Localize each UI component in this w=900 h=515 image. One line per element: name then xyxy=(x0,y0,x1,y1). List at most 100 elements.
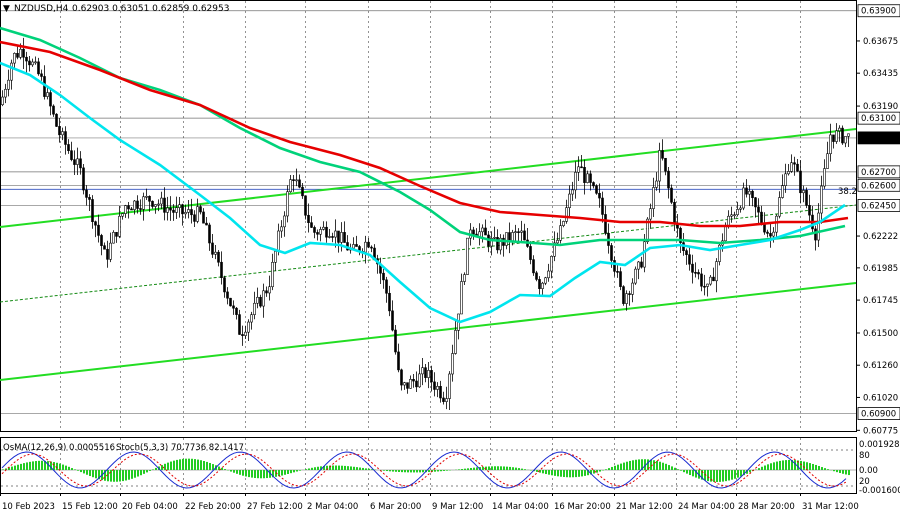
osma-bar xyxy=(692,470,694,477)
candle-body xyxy=(556,240,559,244)
osma-bar xyxy=(737,470,739,478)
candle-body xyxy=(229,297,232,307)
stoch-label: Stoch(5,3,3) 70.7736 82.1417 xyxy=(116,443,244,453)
price-axis: 0.63675 0.63435 0.63190 0.62222 0.61985 0.617… xyxy=(856,4,900,436)
osma-bar xyxy=(419,470,421,473)
indicator-scale-label: 0.0019286 xyxy=(859,440,900,450)
osma-bar xyxy=(560,470,562,477)
osma-bar xyxy=(401,470,403,473)
price-level-label: 0.62600 xyxy=(861,181,896,191)
candle-body xyxy=(805,190,808,206)
candle-body xyxy=(619,271,622,287)
candle-body xyxy=(493,237,496,239)
candle-body xyxy=(616,271,619,273)
candle-body xyxy=(787,171,790,175)
candle-body xyxy=(832,134,835,142)
osma-bar xyxy=(197,459,199,470)
candle-body xyxy=(262,290,265,307)
indicator-frame xyxy=(0,437,857,494)
osma-bar xyxy=(335,465,337,470)
osma-bar xyxy=(623,462,625,470)
symbol-label: NZDUSD,H4 xyxy=(14,4,69,14)
candle-body xyxy=(577,166,580,173)
osma-bar xyxy=(683,470,685,473)
osma-bar xyxy=(788,459,790,470)
candle-body xyxy=(385,279,388,294)
osma-bar xyxy=(722,470,724,482)
osma-bar xyxy=(797,460,799,470)
candle-body xyxy=(496,237,499,251)
candle-body xyxy=(529,246,532,260)
candle-body xyxy=(802,190,805,194)
osma-bar xyxy=(209,462,211,470)
candle-body xyxy=(250,314,253,323)
candle-body xyxy=(88,197,91,200)
osma-bar xyxy=(446,470,448,471)
candle-body xyxy=(670,187,673,203)
stoch-level-label: 80 xyxy=(859,451,870,461)
candle-body xyxy=(118,215,121,237)
osma-bar xyxy=(14,465,16,470)
candle-body xyxy=(691,263,694,273)
osma-bar xyxy=(725,470,727,482)
osma-bar xyxy=(212,464,214,470)
candle-body xyxy=(799,170,802,194)
candle-body xyxy=(112,232,115,244)
osma-bar xyxy=(164,463,166,470)
osma-bar xyxy=(701,470,703,480)
candle-body xyxy=(622,286,625,304)
osma-bar xyxy=(554,470,556,476)
ema-mid-line xyxy=(0,26,846,247)
candle-body xyxy=(541,282,544,289)
price-level-box xyxy=(857,407,900,420)
osma-bar xyxy=(359,467,361,470)
candle-body xyxy=(313,227,316,233)
osma-bar xyxy=(833,470,835,472)
price-tick-label: 0.63435 xyxy=(863,69,898,79)
candle-body xyxy=(652,187,655,209)
time-tick-label: 28 Mar 20:00 xyxy=(738,502,795,512)
candle-body xyxy=(751,190,754,199)
price-level-box xyxy=(857,178,900,192)
candle-body xyxy=(289,179,292,193)
osma-bar xyxy=(647,459,649,470)
osma-bar xyxy=(734,470,736,479)
candle-body xyxy=(418,373,421,388)
osma-bar xyxy=(713,470,715,482)
candle-body xyxy=(91,199,94,222)
osma-bar xyxy=(179,459,181,470)
candle-body xyxy=(538,279,541,289)
candle-body xyxy=(61,131,64,136)
candle-body xyxy=(223,277,226,293)
osma-bar xyxy=(59,463,61,470)
osma-bar xyxy=(200,460,202,470)
chart-arrow-icon[interactable]: ▼ xyxy=(3,4,10,14)
candle-body xyxy=(640,261,643,268)
osma-bar xyxy=(191,458,193,470)
osma-bar xyxy=(350,466,352,470)
candle-body xyxy=(688,254,691,265)
candle-body xyxy=(52,105,55,115)
candle-body xyxy=(124,205,127,214)
candle-body xyxy=(814,228,817,241)
candle-body xyxy=(64,131,67,145)
osma-bar xyxy=(11,466,13,470)
osma-bar xyxy=(677,469,679,470)
candle-body xyxy=(724,225,727,242)
time-tick-label: 2 Mar 04:00 xyxy=(307,502,358,512)
candle-body xyxy=(796,163,799,172)
candle-body xyxy=(292,179,295,181)
osma-bar xyxy=(584,470,586,476)
candle-body xyxy=(382,272,385,281)
candle-body xyxy=(415,380,418,388)
candle-body xyxy=(430,370,433,383)
osma-bar xyxy=(422,470,424,473)
candle-body xyxy=(463,274,466,282)
osma-bar xyxy=(221,467,223,470)
candle-body xyxy=(310,222,313,228)
osma-bar xyxy=(116,470,118,482)
candle-body xyxy=(823,168,826,187)
candle-body xyxy=(199,206,202,213)
